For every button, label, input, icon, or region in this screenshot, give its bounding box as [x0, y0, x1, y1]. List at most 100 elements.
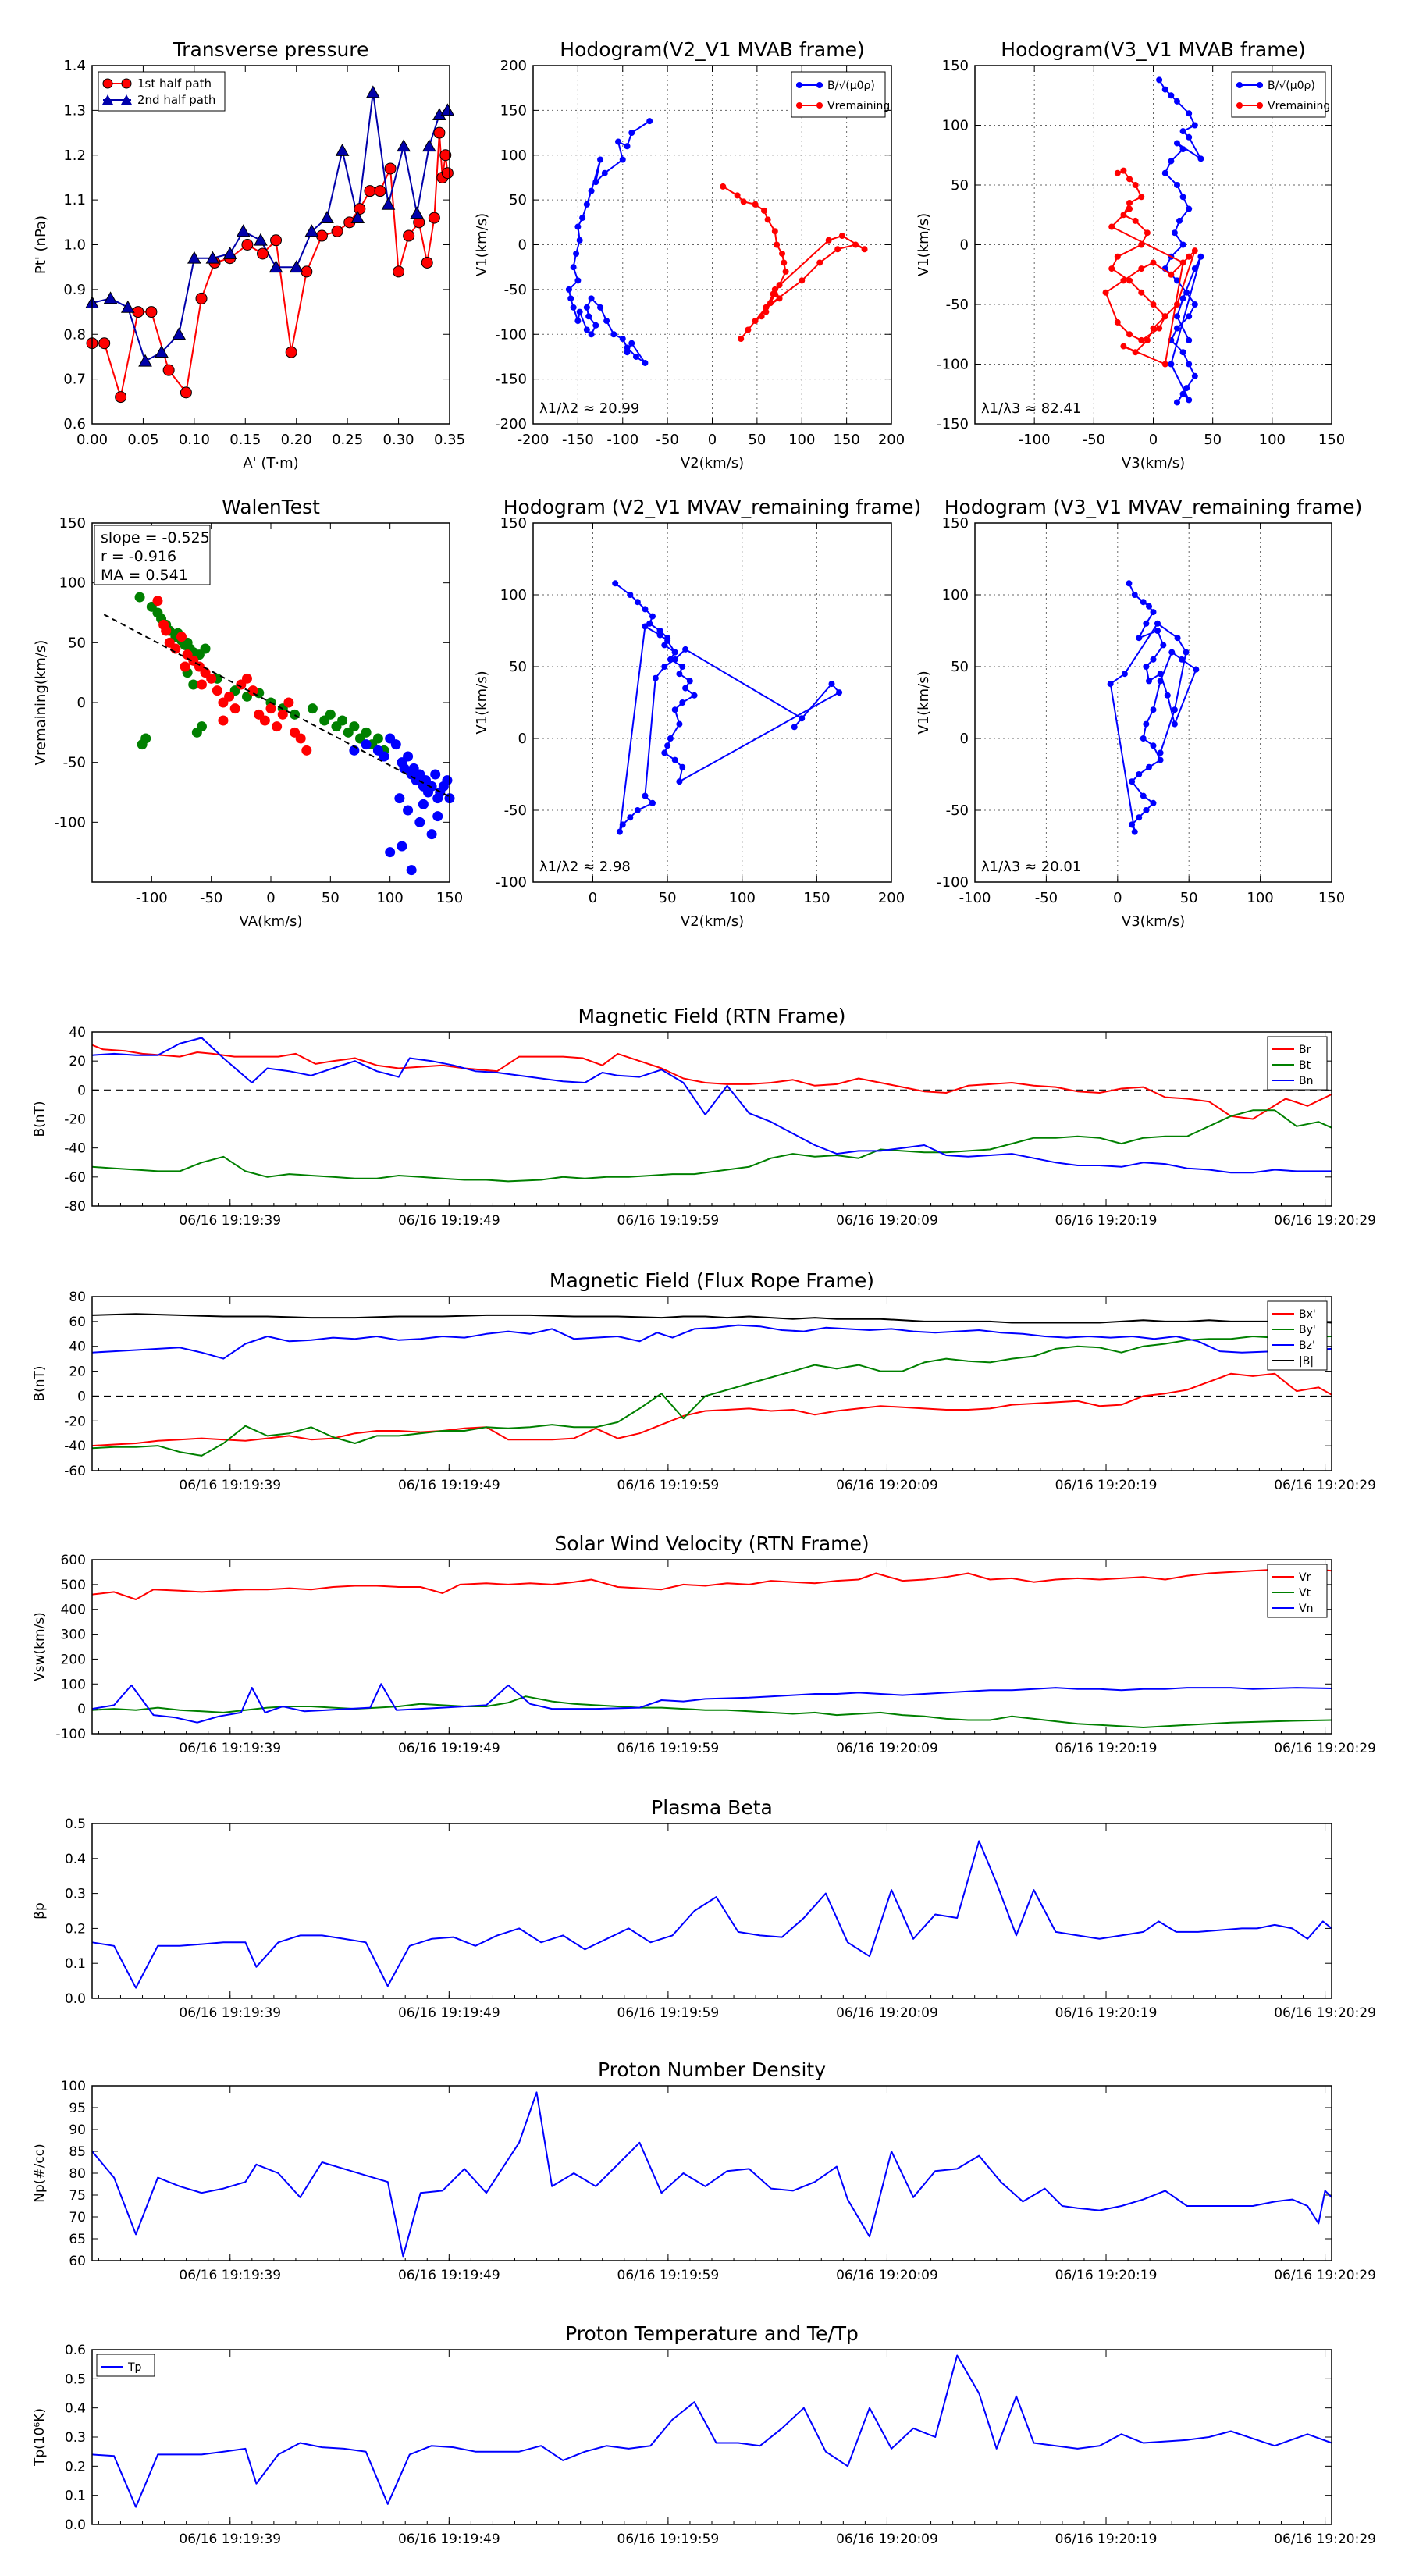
hodoE-ytick-label: 100 [500, 587, 527, 603]
point-hodoC-0 [1173, 140, 1180, 147]
hodoB-xtick-label: -50 [656, 432, 678, 448]
point-walen-red [283, 697, 294, 708]
beta-xtick-label: 06/16 19:19:49 [398, 2005, 500, 2021]
pt-xtick-label: 0.25 [332, 432, 363, 448]
np-xtick-label: 06/16 19:19:59 [617, 2268, 720, 2283]
vsw-ytick-label: 500 [61, 1578, 86, 1593]
hodoB-xtick-label: 100 [788, 432, 815, 448]
point-hodoB-0 [574, 223, 582, 230]
point-hodoC-0 [1161, 169, 1168, 176]
point-hodoB-0 [619, 335, 626, 342]
point-hodoF-0 [1143, 620, 1150, 627]
chart-hodoE: Hodogram (V2_V1 MVAV_remaining frame) 0 50… [474, 496, 921, 930]
point-hodoC-0 [1186, 133, 1193, 141]
vsw-ytick-label: 0 [77, 1702, 86, 1717]
point-hodoE-0 [642, 623, 649, 630]
point-hodoB-0 [597, 156, 604, 163]
pt-ytick-label: 0.7 [63, 372, 86, 388]
hodoC-eigen-ratio: λ1/λ3 ≈ 82.41 [981, 400, 1081, 417]
bFR-xtick-label: 06/16 19:20:19 [1055, 1478, 1158, 1493]
point-walen-green [325, 709, 336, 720]
point-1st-half-path [285, 346, 297, 358]
point-hodoE-0 [612, 580, 619, 587]
hodoE-ytick-label: -100 [495, 874, 527, 891]
chart-hodoB: Hodogram(V2_V1 MVAB frame) -200 -150 -100 -5… [474, 38, 905, 471]
point-walen-red [152, 596, 163, 607]
point-walen-red [196, 679, 207, 690]
point-hodoE-0 [649, 799, 656, 806]
point-1st-half-path [374, 185, 386, 197]
tp-frame [91, 2349, 1332, 2525]
point-walen-green [372, 733, 383, 744]
point-hodoB-1 [779, 250, 786, 257]
point-hodoE-0 [652, 674, 659, 681]
legend-label-0: B/√(μ0ρ) [1268, 80, 1315, 92]
point-hodoB-0 [597, 304, 604, 311]
point-hodoE-0 [664, 637, 671, 644]
point-hodoB-1 [764, 216, 771, 223]
point-1st-half-path [180, 386, 192, 399]
point-1st-half-path [241, 239, 254, 251]
bFR-legend-label-1: By' [1299, 1324, 1316, 1336]
point-hodoF-0 [1164, 692, 1171, 699]
series-bFR-Bx' [91, 1372, 1332, 1447]
bFR-ytick-label: 80 [69, 1290, 86, 1305]
tp-xtick-label: 06/16 19:20:09 [836, 2532, 938, 2547]
point-hodoE-0 [642, 606, 649, 613]
vsw-title: Solar Wind Velocity (RTN Frame) [554, 1532, 869, 1555]
point-walen-red [247, 685, 258, 696]
hodoB-ytick-label: 0 [518, 237, 527, 254]
np-ytick-label: 95 [69, 2101, 86, 2116]
point-walen-green [307, 703, 318, 714]
vsw-legend-label-2: Vn [1299, 1603, 1313, 1615]
point-2nd-half-path [320, 211, 334, 223]
legend-marker-2nd [121, 94, 132, 105]
hodoB-xtick-label: 200 [878, 432, 905, 448]
point-hodoC-0 [1186, 110, 1193, 117]
bRTN-ytick-label: 40 [69, 1025, 86, 1041]
pt-xlabel: A' (T·m) [243, 455, 298, 471]
point-hodoF-0 [1140, 599, 1147, 606]
np-xtick-label: 06/16 19:20:19 [1055, 2268, 1158, 2283]
point-hodoC-1 [1191, 247, 1198, 254]
point-2nd-half-path [289, 260, 304, 273]
point-hodoC-1 [1150, 259, 1157, 266]
beta-ytick-label: 0.4 [65, 1852, 86, 1867]
hodoE-ytick-label: 50 [509, 659, 527, 675]
tp-title: Proton Temperature and Te/Tp [565, 2322, 859, 2345]
np-xtick-label: 06/16 19:19:49 [398, 2268, 500, 2283]
pt-ylabel: Pt' (nPa) [33, 215, 49, 274]
point-hodoB-1 [861, 246, 868, 253]
beta-ytick-label: 0.3 [65, 1887, 86, 1902]
point-hodoF-0 [1129, 778, 1136, 785]
point-walen-blue [426, 781, 437, 792]
point-hodoB-0 [624, 344, 631, 351]
point-hodoC-1 [1138, 336, 1145, 343]
hodoC-ytick-label: 100 [942, 118, 969, 134]
point-hodoC-0 [1191, 265, 1198, 272]
hodoF-ylabel: V1(km/s) [916, 671, 932, 734]
pt-xtick-label: 0.05 [127, 432, 158, 448]
tp-xtick-label: 06/16 19:20:19 [1055, 2532, 1158, 2547]
point-hodoF-0 [1157, 756, 1164, 763]
point-walen-red [161, 625, 172, 636]
hodoF-xtick-label: 150 [1318, 890, 1345, 906]
tp-ytick-label: 0.5 [65, 2371, 86, 2387]
bFR-xtick-label: 06/16 19:20:29 [1274, 1478, 1376, 1493]
point-hodoC-0 [1179, 194, 1186, 201]
hodoF-xtick-label: -50 [1035, 890, 1058, 906]
point-hodoF-0 [1168, 649, 1176, 656]
point-hodoC-1 [1102, 289, 1109, 296]
point-walen-red [277, 709, 288, 720]
point-1st-half-path [421, 256, 433, 269]
point-1st-half-path [393, 265, 405, 278]
point-hodoB-0 [567, 295, 574, 302]
tp-xtick-label: 06/16 19:20:29 [1274, 2532, 1376, 2547]
bRTN-legend-label-0: Br [1299, 1044, 1311, 1056]
point-hodoF-0 [1174, 635, 1181, 642]
np-xtick-label: 06/16 19:20:09 [836, 2268, 938, 2283]
beta-title: Plasma Beta [651, 1796, 773, 1819]
point-2nd-half-path [155, 345, 169, 358]
np-ytick-label: 75 [69, 2188, 86, 2204]
